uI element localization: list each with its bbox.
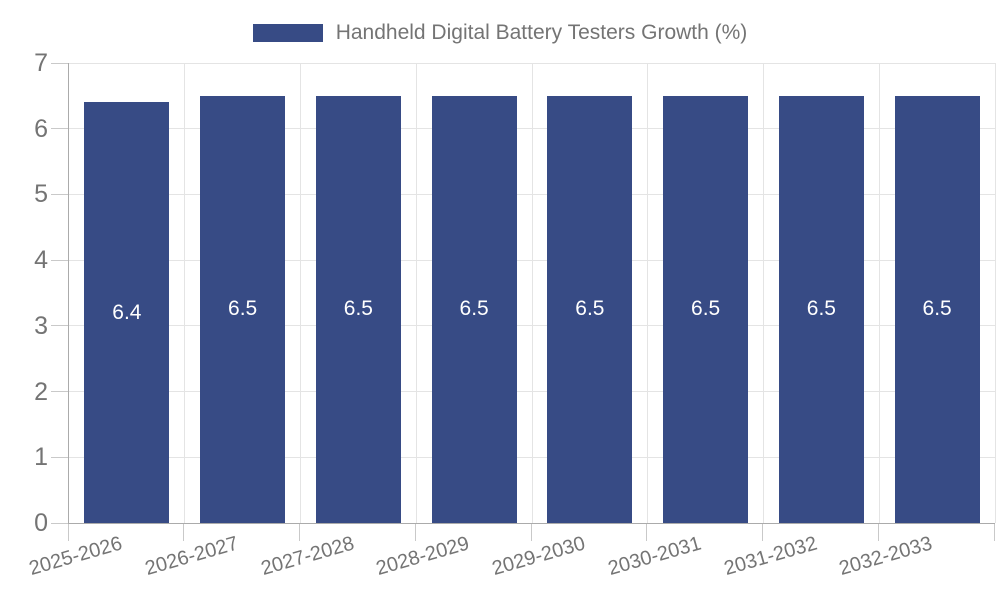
y-axis-tick (51, 193, 68, 195)
bar: 6.5 (315, 95, 401, 523)
gridline-vertical (184, 63, 186, 523)
y-axis-label: 3 (34, 311, 48, 340)
bar: 6.5 (894, 95, 980, 523)
x-axis-tick (530, 524, 532, 541)
x-axis-label: 2029-2030 (489, 532, 588, 580)
y-axis-label: 5 (34, 180, 48, 209)
bar: 6.5 (200, 95, 286, 523)
bar-value-label: 6.5 (343, 297, 373, 321)
legend-label: Handheld Digital Battery Testers Growth … (335, 21, 748, 44)
y-axis-tick (51, 325, 68, 327)
bar: 6.4 (84, 102, 170, 523)
x-axis-label: 2027-2028 (258, 532, 357, 580)
y-axis-tick (51, 522, 68, 524)
gridline-vertical (878, 63, 880, 523)
plot-area: 6.4 6.5 6.5 6.5 6.5 6.5 6.5 6.5 (68, 62, 996, 524)
x-axis-tick (183, 524, 185, 541)
y-axis-label: 0 (34, 509, 48, 537)
bar-value-label: 6.4 (112, 300, 142, 324)
y-axis-tick (51, 62, 68, 64)
bar: 6.5 (663, 95, 749, 523)
bar: 6.5 (778, 95, 864, 523)
gridline-vertical (415, 63, 417, 523)
gridline-vertical (647, 63, 649, 523)
y-axis-label: 4 (34, 246, 48, 275)
y-axis-label: 7 (34, 49, 48, 77)
bar: 6.5 (547, 95, 633, 523)
bar-value-label: 6.5 (806, 297, 836, 321)
y-axis-tick (51, 456, 68, 458)
y-axis-tick (51, 391, 68, 393)
y-axis-label: 2 (34, 377, 48, 406)
gridline-vertical (531, 63, 533, 523)
x-axis-label: 2026-2027 (142, 532, 241, 580)
gridline-vertical (994, 63, 996, 523)
bar: 6.5 (431, 95, 517, 523)
x-axis-label: 2031-2032 (721, 532, 820, 580)
bar-value-label: 6.5 (459, 297, 489, 321)
x-axis-label: 2032-2033 (837, 532, 936, 580)
y-axis-label: 6 (34, 114, 48, 143)
x-axis-label: 2025-2026 (26, 532, 125, 580)
bar-value-label: 6.5 (228, 297, 258, 321)
bar-value-label: 6.5 (575, 297, 605, 321)
y-axis-tick (51, 259, 68, 261)
gridline-vertical (300, 63, 301, 523)
bar-value-label: 6.5 (922, 297, 952, 321)
x-axis-tick (877, 524, 879, 541)
x-axis-tick (762, 524, 763, 541)
bar-value-label: 6.5 (691, 297, 721, 321)
x-axis-tick (646, 524, 648, 541)
gridline-vertical (763, 63, 764, 523)
x-axis-tick (299, 524, 300, 541)
x-axis-tick (414, 524, 416, 541)
x-axis-tick (993, 524, 995, 541)
x-axis-label: 2030-2031 (605, 532, 704, 580)
y-axis-tick (51, 128, 68, 130)
x-axis-tick (67, 524, 69, 541)
x-axis-label: 2028-2029 (374, 532, 473, 580)
chart-legend: Handheld Digital Battery Testers Growth … (0, 20, 1000, 46)
legend-swatch-icon (252, 24, 323, 42)
y-axis-label: 1 (34, 443, 48, 472)
